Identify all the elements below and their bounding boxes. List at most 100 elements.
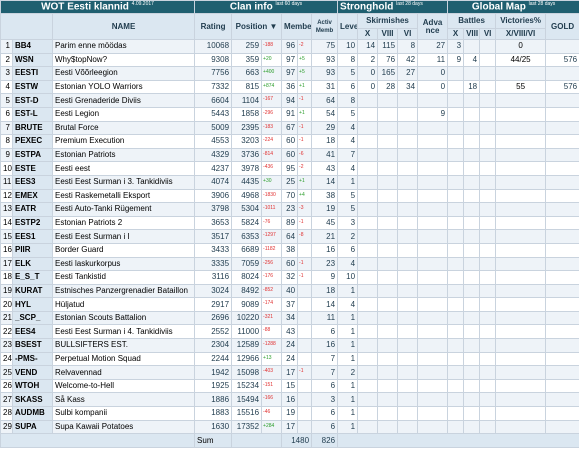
position: 815	[231, 79, 263, 95]
position: 12589	[231, 338, 263, 353]
position-change: -88	[261, 324, 283, 340]
tag: WTOH	[12, 378, 53, 394]
battles-viii: 18	[463, 79, 481, 95]
tier: X	[357, 28, 379, 40]
members-change: +1	[297, 106, 313, 122]
level: 1	[337, 419, 359, 435]
skirmish-x	[357, 324, 379, 340]
row-number: 18	[0, 270, 13, 285]
active-members: 29	[311, 120, 339, 136]
victories	[495, 134, 547, 149]
members: 96	[281, 39, 299, 54]
position-change: +874	[261, 79, 283, 95]
active-members: 11	[311, 310, 339, 326]
tag: EATR	[12, 202, 53, 217]
gold: 576	[545, 52, 579, 68]
position-change: -76	[261, 215, 283, 231]
clan-row: 9 ESTPA Estonian Patriots 4329 3736 -814 60 -6 4…	[0, 147, 579, 163]
tier: VIII	[463, 28, 481, 40]
clan-row: 6 EST-L Eesti Legion 5443 1858 -296 91 +1 54 5 9	[0, 106, 579, 122]
active-members: 14	[311, 174, 339, 190]
members-change: +5	[297, 66, 313, 81]
victories: 55	[495, 79, 547, 95]
clan-row: 24 -PMS- Perpetual Motion Squad 2244 12966 +1…	[0, 351, 579, 367]
section-note: last 28 days	[528, 1, 556, 8]
position-change: -224	[261, 134, 283, 149]
active-members: 16	[311, 338, 339, 353]
members: 17	[281, 419, 299, 435]
level: 4	[337, 297, 359, 312]
battles-viii	[463, 134, 481, 149]
skirmish-viii	[377, 283, 399, 299]
skirmish-viii	[377, 406, 399, 421]
skirmish-vi	[397, 351, 419, 367]
position: 12966	[231, 351, 263, 367]
position: 663	[231, 66, 263, 81]
battles-x	[447, 174, 465, 190]
advance	[417, 242, 449, 258]
battles-x	[447, 310, 465, 326]
members-change: +5	[297, 52, 313, 68]
rating: 3116	[194, 270, 233, 285]
rating: 1883	[194, 406, 233, 421]
clan-name: Eesti Auto-Tanki Rügement	[51, 202, 196, 217]
members: 24	[281, 338, 299, 353]
victories	[495, 297, 547, 312]
battles-x	[447, 134, 465, 149]
position: 7059	[231, 256, 263, 272]
level: 5	[337, 66, 359, 81]
battles-vi	[479, 161, 497, 176]
clan-name: Eesti Grenaderide Diviis	[51, 93, 196, 108]
skirmish-viii	[377, 351, 399, 367]
victories	[495, 365, 547, 380]
row-number: 26	[0, 378, 13, 394]
date: 4.09.2017	[131, 1, 154, 8]
gold	[545, 378, 579, 394]
clan-name: Estonian Scouts Battalion	[51, 310, 196, 326]
battles-vi	[479, 351, 497, 367]
skirmish-x	[357, 297, 379, 312]
clan-row: 23 BSEST BULLSIFTERS EST. 2304 12589 -1288 24 1…	[0, 338, 579, 353]
level: 6	[337, 242, 359, 258]
battles-x	[447, 256, 465, 272]
skirmish-vi	[397, 310, 419, 326]
members-change: -2	[297, 39, 313, 54]
members-change	[297, 338, 313, 353]
battles-viii	[463, 229, 481, 244]
battles-vi	[479, 365, 497, 380]
clan-row: 22 EES4 Eesti Eest Surman i 4. Tankidiviis…	[0, 324, 579, 340]
gold	[545, 188, 579, 204]
advance: 0	[417, 79, 449, 95]
level: 1	[337, 283, 359, 299]
gold	[545, 120, 579, 136]
position: 4435	[231, 174, 263, 190]
rating: 10068	[194, 39, 233, 54]
battles-x	[447, 147, 465, 163]
skirmish-x	[357, 202, 379, 217]
active-members: 6	[311, 324, 339, 340]
active-members: 14	[311, 297, 339, 312]
position: 15494	[231, 392, 263, 408]
battles-x	[447, 351, 465, 367]
skirmish-vi	[397, 392, 419, 408]
battles-viii: 4	[463, 52, 481, 68]
members-change: -1	[297, 256, 313, 272]
skirmish-viii	[377, 419, 399, 435]
skirmish-x	[357, 283, 379, 299]
col-header[interactable]: Position ▼	[231, 13, 283, 40]
skirmish-vi	[397, 297, 419, 312]
rating: 3433	[194, 242, 233, 258]
position-change: -321	[261, 310, 283, 326]
battles-vi	[479, 324, 497, 340]
clan-name: Eesti eest	[51, 161, 196, 176]
clan-row: 1 BB4 Parim enne möödas 10068 259 -188 96 -2 75 1…	[0, 39, 579, 54]
skirmish-viii	[377, 174, 399, 190]
clan-name: Why$topNow?	[51, 52, 196, 68]
level: 4	[337, 161, 359, 176]
sum-members: 1480	[281, 433, 313, 449]
position-change: -814	[261, 147, 283, 163]
row-number: 21	[0, 310, 13, 326]
clan-name: Relvavennad	[51, 365, 196, 380]
blank	[231, 433, 283, 449]
clan-name: Supa Kawaii Potatoes	[51, 419, 196, 435]
